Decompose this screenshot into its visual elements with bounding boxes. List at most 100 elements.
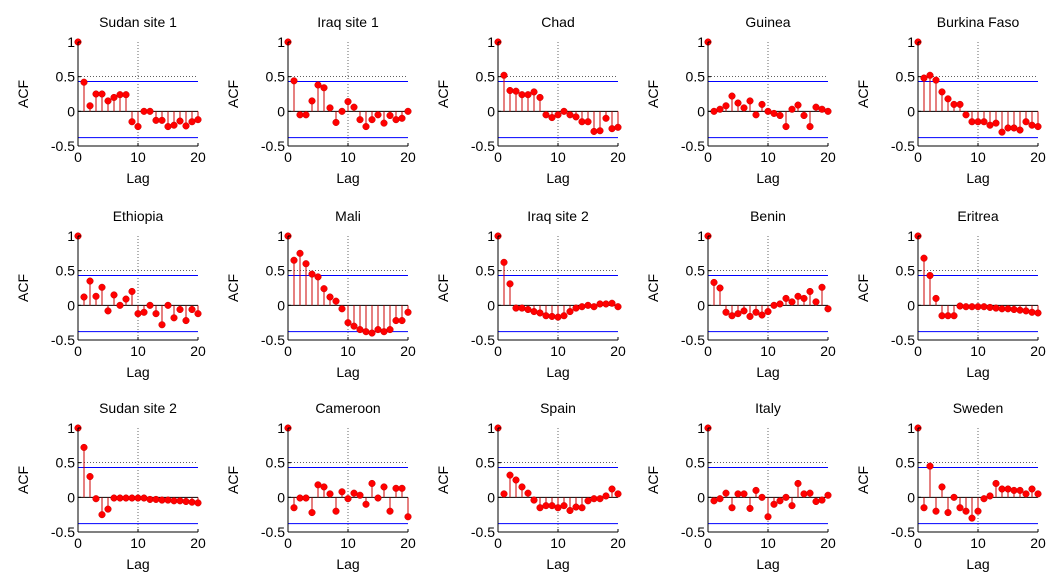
chart-title: Sudan site 2 [99, 400, 177, 416]
acf-marker [542, 502, 550, 510]
acf-marker [350, 103, 358, 111]
acf-marker [392, 116, 400, 124]
acf-marker [380, 483, 388, 491]
y-tick-label: -0.5 [261, 524, 285, 540]
x-tick-label: 10 [130, 535, 146, 551]
x-tick-label: 0 [74, 343, 82, 359]
y-tick-label: 1 [907, 34, 915, 50]
acf-marker [188, 305, 196, 314]
y-tick-label: -0.5 [261, 138, 285, 154]
acf-marker [740, 104, 748, 112]
x-axis-label: Lag [546, 364, 569, 380]
x-axis-label: Lag [546, 170, 569, 186]
acf-marker [380, 328, 388, 336]
acf-marker [566, 506, 574, 515]
acf-marker [152, 310, 160, 318]
acf-marker [554, 504, 562, 512]
acf-marker [782, 123, 790, 131]
chart-title: Italy [755, 400, 781, 416]
acf-marker [86, 472, 94, 481]
acf-marker [812, 298, 820, 306]
acf-marker [824, 305, 832, 313]
y-tick-label: 0 [487, 103, 495, 119]
acf-marker [728, 504, 736, 512]
acf-marker [140, 308, 148, 316]
y-tick-label: 0 [697, 489, 705, 505]
x-axis-label: Lag [546, 556, 569, 572]
acf-marker [986, 303, 994, 311]
acf-marker [746, 312, 754, 320]
y-axis-label: ACF [225, 466, 241, 494]
acf-marker [788, 105, 796, 113]
acf-marker [518, 483, 526, 491]
y-tick-label: 0.5 [686, 455, 706, 471]
acf-marker [788, 298, 796, 306]
chart-title: Chad [541, 14, 574, 30]
acf-marker [98, 90, 106, 98]
y-tick-label: 1 [277, 420, 285, 436]
acf-marker [962, 303, 970, 311]
acf-marker [590, 303, 598, 311]
acf-marker [506, 471, 514, 479]
acf-marker [716, 284, 724, 292]
acf-marker [524, 91, 532, 99]
acf-marker [548, 114, 556, 122]
y-tick-label: 0 [907, 489, 915, 505]
acf-marker [398, 484, 406, 492]
acf-marker [326, 490, 334, 498]
acf-marker [800, 294, 808, 302]
acf-marker [332, 297, 340, 305]
acf-marker [554, 111, 562, 119]
acf-marker [530, 308, 538, 316]
acf-marker [362, 123, 370, 131]
y-axis-label: ACF [225, 80, 241, 108]
x-tick-label: 20 [820, 149, 836, 165]
acf-marker [812, 497, 820, 506]
acf-marker [398, 114, 406, 122]
acf-marker [404, 308, 412, 316]
acf-marker [308, 270, 316, 278]
acf-marker [962, 111, 970, 119]
x-tick-label: 10 [340, 343, 356, 359]
acf-marker [320, 84, 328, 92]
acf-marker [920, 74, 928, 82]
acf-marker [944, 95, 952, 103]
acf-marker [536, 309, 544, 317]
y-tick-label: -0.5 [471, 138, 495, 154]
acf-marker [746, 97, 754, 105]
x-tick-label: 0 [914, 535, 922, 551]
acf-marker [578, 303, 586, 311]
y-tick-label: -0.5 [51, 332, 75, 348]
acf-marker [596, 127, 604, 135]
acf-marker [92, 495, 100, 503]
acf-marker [296, 494, 304, 502]
y-tick-label: 0.5 [56, 455, 76, 471]
acf-marker [110, 291, 118, 299]
acf-marker [764, 513, 772, 521]
acf-marker [590, 495, 598, 503]
acf-marker [182, 317, 190, 325]
x-tick-label: 0 [284, 149, 292, 165]
chart-title: Benin [750, 208, 786, 224]
acf-marker [530, 496, 538, 504]
x-axis-label: Lag [336, 364, 359, 380]
acf-marker [920, 254, 928, 262]
acf-marker [86, 277, 94, 285]
y-tick-label: -0.5 [261, 332, 285, 348]
acf-marker [782, 493, 790, 501]
acf-marker [614, 123, 622, 131]
acf-marker [590, 127, 598, 135]
acf-marker [818, 283, 826, 291]
acf-marker [302, 260, 310, 268]
y-axis-label: ACF [435, 466, 451, 494]
y-tick-label: 0.5 [476, 455, 496, 471]
chart-title: Burkina Faso [937, 14, 1020, 30]
y-axis-label: ACF [15, 466, 31, 494]
x-tick-label: 20 [400, 535, 416, 551]
